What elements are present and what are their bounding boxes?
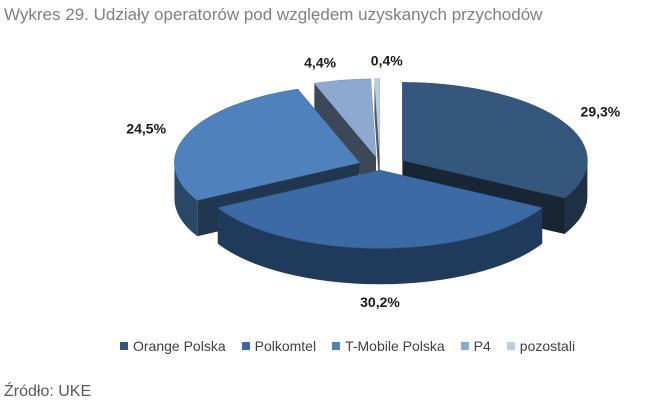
legend-label: Orange Polska xyxy=(133,338,226,354)
pie-chart: 29,3% 30,2% 24,5% 4,4% 0,4% xyxy=(126,53,621,310)
data-label: 24,5% xyxy=(126,120,166,136)
legend-label: pozostali xyxy=(519,338,576,354)
legend-swatch xyxy=(506,342,515,350)
pie-slice-t-mobile-polska xyxy=(174,88,360,201)
pie-slice-wall xyxy=(374,78,380,193)
legend: Orange Polska Polkomtel T-Mobile Polska … xyxy=(120,338,575,354)
source-note: Źródło: UKE xyxy=(4,383,92,400)
legend-item-p4: P4 xyxy=(460,338,491,354)
legend-item-t-mobile-polska: T-Mobile Polska xyxy=(332,338,445,354)
chart-title: Wykres 29. Udziały operatorów pod względ… xyxy=(4,5,543,24)
legend-label: T-Mobile Polska xyxy=(345,338,445,354)
legend-swatch xyxy=(120,342,128,350)
legend-item-orange-polska: Orange Polska xyxy=(120,338,226,354)
data-label: 29,3% xyxy=(581,104,621,120)
pie-slice-edge xyxy=(174,162,198,237)
pie-slice-polkomtel xyxy=(217,169,543,249)
pie-slice-edge xyxy=(564,160,588,234)
data-label: 4,4% xyxy=(304,55,336,71)
pie-slice-pozostali xyxy=(374,78,380,157)
pie-slice-edge xyxy=(217,207,543,285)
legend-label: P4 xyxy=(473,338,491,354)
pie-slice-orange-polska xyxy=(402,82,588,199)
legend-label: Polkomtel xyxy=(254,338,317,354)
pie-slice-wall xyxy=(314,83,376,193)
pie-tops xyxy=(174,78,588,249)
legend-swatch xyxy=(241,342,250,350)
legend-swatch xyxy=(460,342,469,350)
legend-item-polkomtel: Polkomtel xyxy=(241,338,317,354)
data-label: 30,2% xyxy=(360,294,400,310)
pie-slice-p4 xyxy=(313,78,377,158)
data-label: 0,4% xyxy=(371,53,403,69)
legend-item-pozostali: pozostali xyxy=(506,338,576,354)
legend-swatch xyxy=(332,342,341,350)
